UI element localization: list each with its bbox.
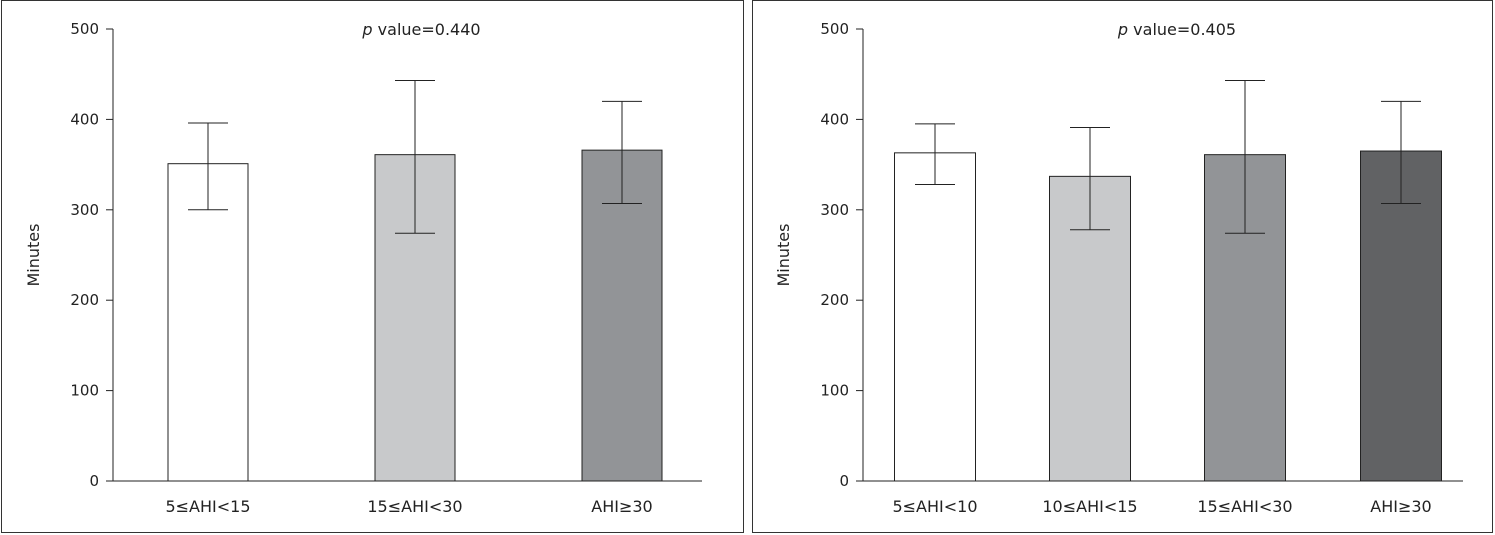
p-value-annotation: p value=0.405 (1117, 20, 1236, 39)
y-tick-label: 400 (70, 110, 99, 128)
p-value-text: value=0.440 (373, 20, 481, 39)
chart-panel-right: 0 100 200 300 400 500 Minutes p value=0.405 5≤AH… (752, 0, 1493, 533)
y-tick-label: 100 (70, 382, 99, 400)
category-label-0: 5≤AHI<15 (165, 497, 250, 516)
category-label-1: 10≤AHI<15 (1042, 497, 1137, 516)
y-tick-label: 500 (820, 20, 849, 38)
category-label-2: AHI≥30 (591, 497, 652, 516)
bar-chart-left: 0 100 200 300 400 500 Minutes p value=0.440 5≤AH… (24, 20, 702, 516)
y-tick-label: 500 (70, 20, 99, 38)
bar-chart-right: 0 100 200 300 400 500 Minutes p value=0.405 5≤AH… (774, 20, 1463, 516)
bar-0 (167, 163, 249, 482)
y-axis-label: Minutes (774, 224, 793, 287)
bar-0 (894, 152, 976, 482)
p-symbol: p (1117, 20, 1128, 39)
p-value-text: value=0.405 (1128, 20, 1236, 39)
category-label-0: 5≤AHI<10 (892, 497, 977, 516)
p-value-annotation: p value=0.440 (361, 20, 480, 39)
y-tick-label: 0 (89, 472, 99, 490)
y-tick-label: 0 (839, 472, 849, 490)
bar-2 (581, 149, 663, 482)
bar-3 (1360, 150, 1442, 482)
y-tick-label: 300 (820, 201, 849, 219)
category-label-1: 15≤AHI<30 (367, 497, 462, 516)
category-label-3: AHI≥30 (1370, 497, 1431, 516)
y-tick-label: 200 (70, 291, 99, 309)
p-symbol: p (361, 20, 372, 39)
y-tick-label: 300 (70, 201, 99, 219)
category-label-2: 15≤AHI<30 (1197, 497, 1292, 516)
chart-panel-left: 0 100 200 300 400 500 Minutes p value=0.440 5≤AH… (1, 0, 744, 533)
y-tick-label: 200 (820, 291, 849, 309)
y-tick-label: 400 (820, 110, 849, 128)
y-tick-label: 100 (820, 382, 849, 400)
y-axis-label: Minutes (24, 224, 43, 287)
